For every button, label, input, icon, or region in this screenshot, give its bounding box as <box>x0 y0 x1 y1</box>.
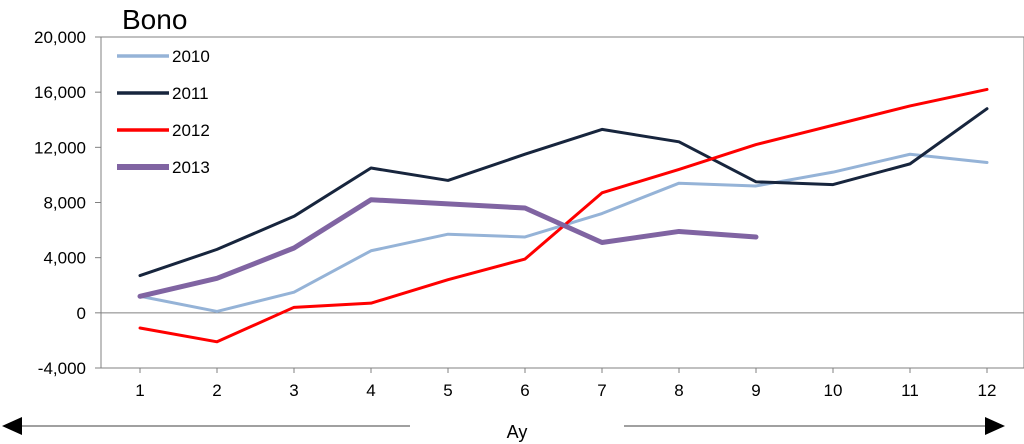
x-tick-label: 10 <box>824 381 843 400</box>
x-axis-arrow-right-head <box>985 417 1005 435</box>
y-axis-ticks: -4,000 0 4,000 8,000 12,000 16,000 20,000 <box>34 28 101 378</box>
y-tick-label: 8,000 <box>43 194 86 213</box>
x-tick-label: 4 <box>366 381 375 400</box>
x-axis-arrow-left-head <box>2 417 22 435</box>
y-tick-label: 20,000 <box>34 28 86 47</box>
series-line-2011 <box>138 107 989 278</box>
x-tick-label: 3 <box>289 381 298 400</box>
series-line-2012 <box>138 87 989 344</box>
y-tick-label: 0 <box>77 304 86 323</box>
x-tick-label: 6 <box>520 381 529 400</box>
x-tick-label: 9 <box>751 381 760 400</box>
chart-title: Bono <box>122 4 187 35</box>
x-tick-label: 7 <box>597 381 606 400</box>
y-tick-label: -4,000 <box>38 359 86 378</box>
x-tick-label: 2 <box>212 381 221 400</box>
legend: 2010 2011 2012 2013 <box>117 47 210 177</box>
x-tick-label: 8 <box>674 381 683 400</box>
plot-area <box>100 36 1024 369</box>
legend-label-2010: 2010 <box>172 47 210 66</box>
x-tick-label: 5 <box>443 381 452 400</box>
x-tick-label: 12 <box>978 381 997 400</box>
y-tick-label: 4,000 <box>43 249 86 268</box>
series-lines <box>137 87 989 344</box>
y-tick-label: 16,000 <box>34 83 86 102</box>
y-tick-label: 12,000 <box>34 138 86 157</box>
legend-label-2011: 2011 <box>172 84 209 103</box>
x-tick-label: 1 <box>135 381 144 400</box>
legend-label-2012: 2012 <box>172 121 210 140</box>
legend-label-2013: 2013 <box>172 158 210 177</box>
series-line-2013 <box>137 197 759 299</box>
x-axis-label: Ay <box>507 422 528 442</box>
x-tick-label: 11 <box>901 381 919 400</box>
x-axis-ticks: 1 2 3 4 5 6 7 8 9 10 11 12 <box>135 368 996 400</box>
